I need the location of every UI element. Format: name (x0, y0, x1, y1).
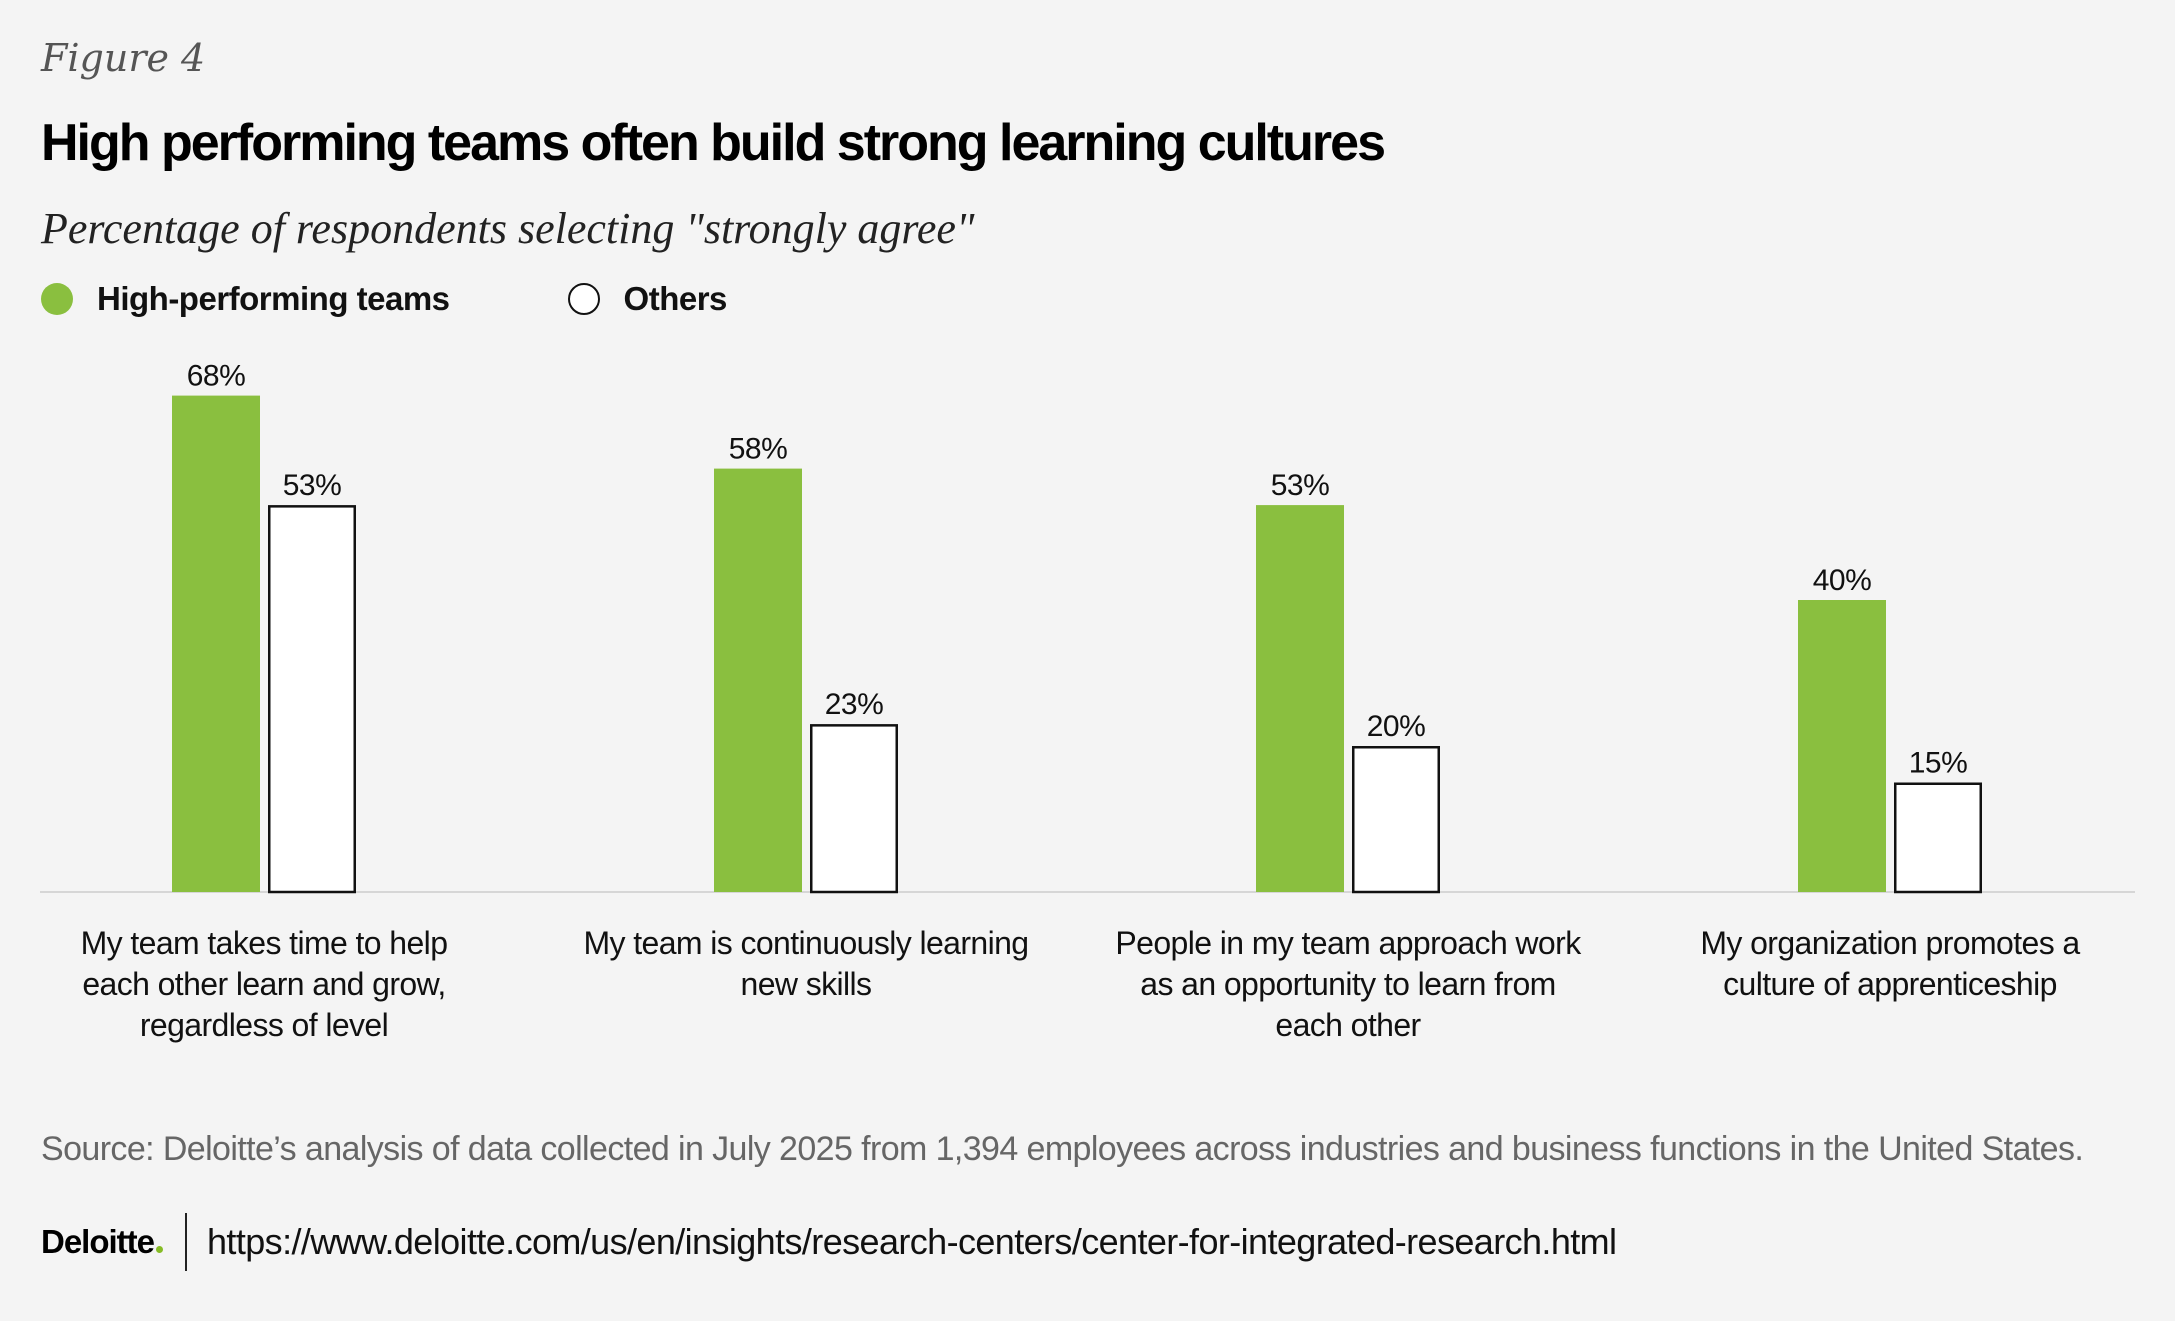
data-label-others-2: 23% (825, 688, 884, 721)
category-label-line: each other learn and grow, (82, 966, 445, 1002)
bar-chart: 68% 53% My team takes time to help each oth… (40, 360, 2135, 1043)
bar-high-performing-4 (1798, 600, 1886, 892)
chart-title: High performing teams often build strong… (41, 114, 1386, 172)
deloitte-logo: Deloitte (41, 1223, 164, 1261)
footer: Deloitte https://www.deloitte.com/us/en/… (41, 1212, 1617, 1272)
bar-high-performing-2 (714, 468, 802, 892)
bar-others-3 (1352, 746, 1440, 894)
bar-others-2 (810, 724, 898, 894)
footer-divider (185, 1213, 188, 1271)
category-label-line: new skills (741, 966, 872, 1002)
bar-others-1 (268, 505, 356, 894)
category-label-line: culture of apprenticeship (1723, 966, 2057, 1002)
legend-item-others: Others (567, 280, 728, 318)
bar-high-performing-3 (1256, 505, 1344, 892)
legend: High-performing teams Others (41, 277, 845, 321)
category-label-line: as an opportunity to learn from (1140, 966, 1555, 1002)
figure-label: Figure 4 (41, 36, 206, 80)
category-label-line: My organization promotes a (1700, 925, 2080, 961)
category-label-line: My team takes time to help (81, 925, 448, 961)
chart-subtitle: Percentage of respondents selecting "str… (41, 204, 975, 253)
category-label-line: My team is continuously learning (583, 925, 1028, 961)
category-label-line: People in my team approach work (1115, 925, 1582, 961)
legend-label-others: Others (623, 280, 728, 317)
source-note: Source: Deloitte’s analysis of data coll… (41, 1130, 2084, 1168)
data-label-high-performing-3: 53% (1271, 469, 1330, 502)
data-label-others-4: 15% (1909, 747, 1968, 780)
category-label-line: each other (1275, 1007, 1421, 1043)
data-label-others-1: 53% (283, 469, 342, 502)
bar-others-4 (1894, 782, 1982, 894)
data-label-high-performing-2: 58% (729, 433, 788, 466)
legend-label-high-performing: High-performing teams (97, 280, 450, 317)
category-label-1: My team takes time to help each other lea… (81, 925, 448, 1043)
category-label-line: regardless of level (140, 1007, 388, 1043)
deloitte-logo-dot (156, 1246, 164, 1253)
category-label-4: My organization promotes a culture of app… (1700, 925, 2080, 1002)
bar-high-performing-1 (172, 395, 260, 892)
category-label-3: People in my team approach work as an opp… (1115, 925, 1582, 1043)
legend-swatch-others (567, 283, 600, 315)
data-label-high-performing-4: 40% (1813, 564, 1872, 597)
legend-item-high-performing: High-performing teams (41, 280, 450, 318)
deloitte-logo-text: Deloitte (41, 1223, 155, 1260)
data-label-high-performing-1: 68% (187, 360, 246, 393)
data-label-others-3: 20% (1367, 710, 1426, 743)
footer-url-link[interactable]: https://www.deloitte.com/us/en/insights/… (207, 1221, 1617, 1262)
legend-swatch-high-performing (41, 283, 73, 315)
category-label-2: My team is continuously learning new skil… (583, 925, 1028, 1002)
